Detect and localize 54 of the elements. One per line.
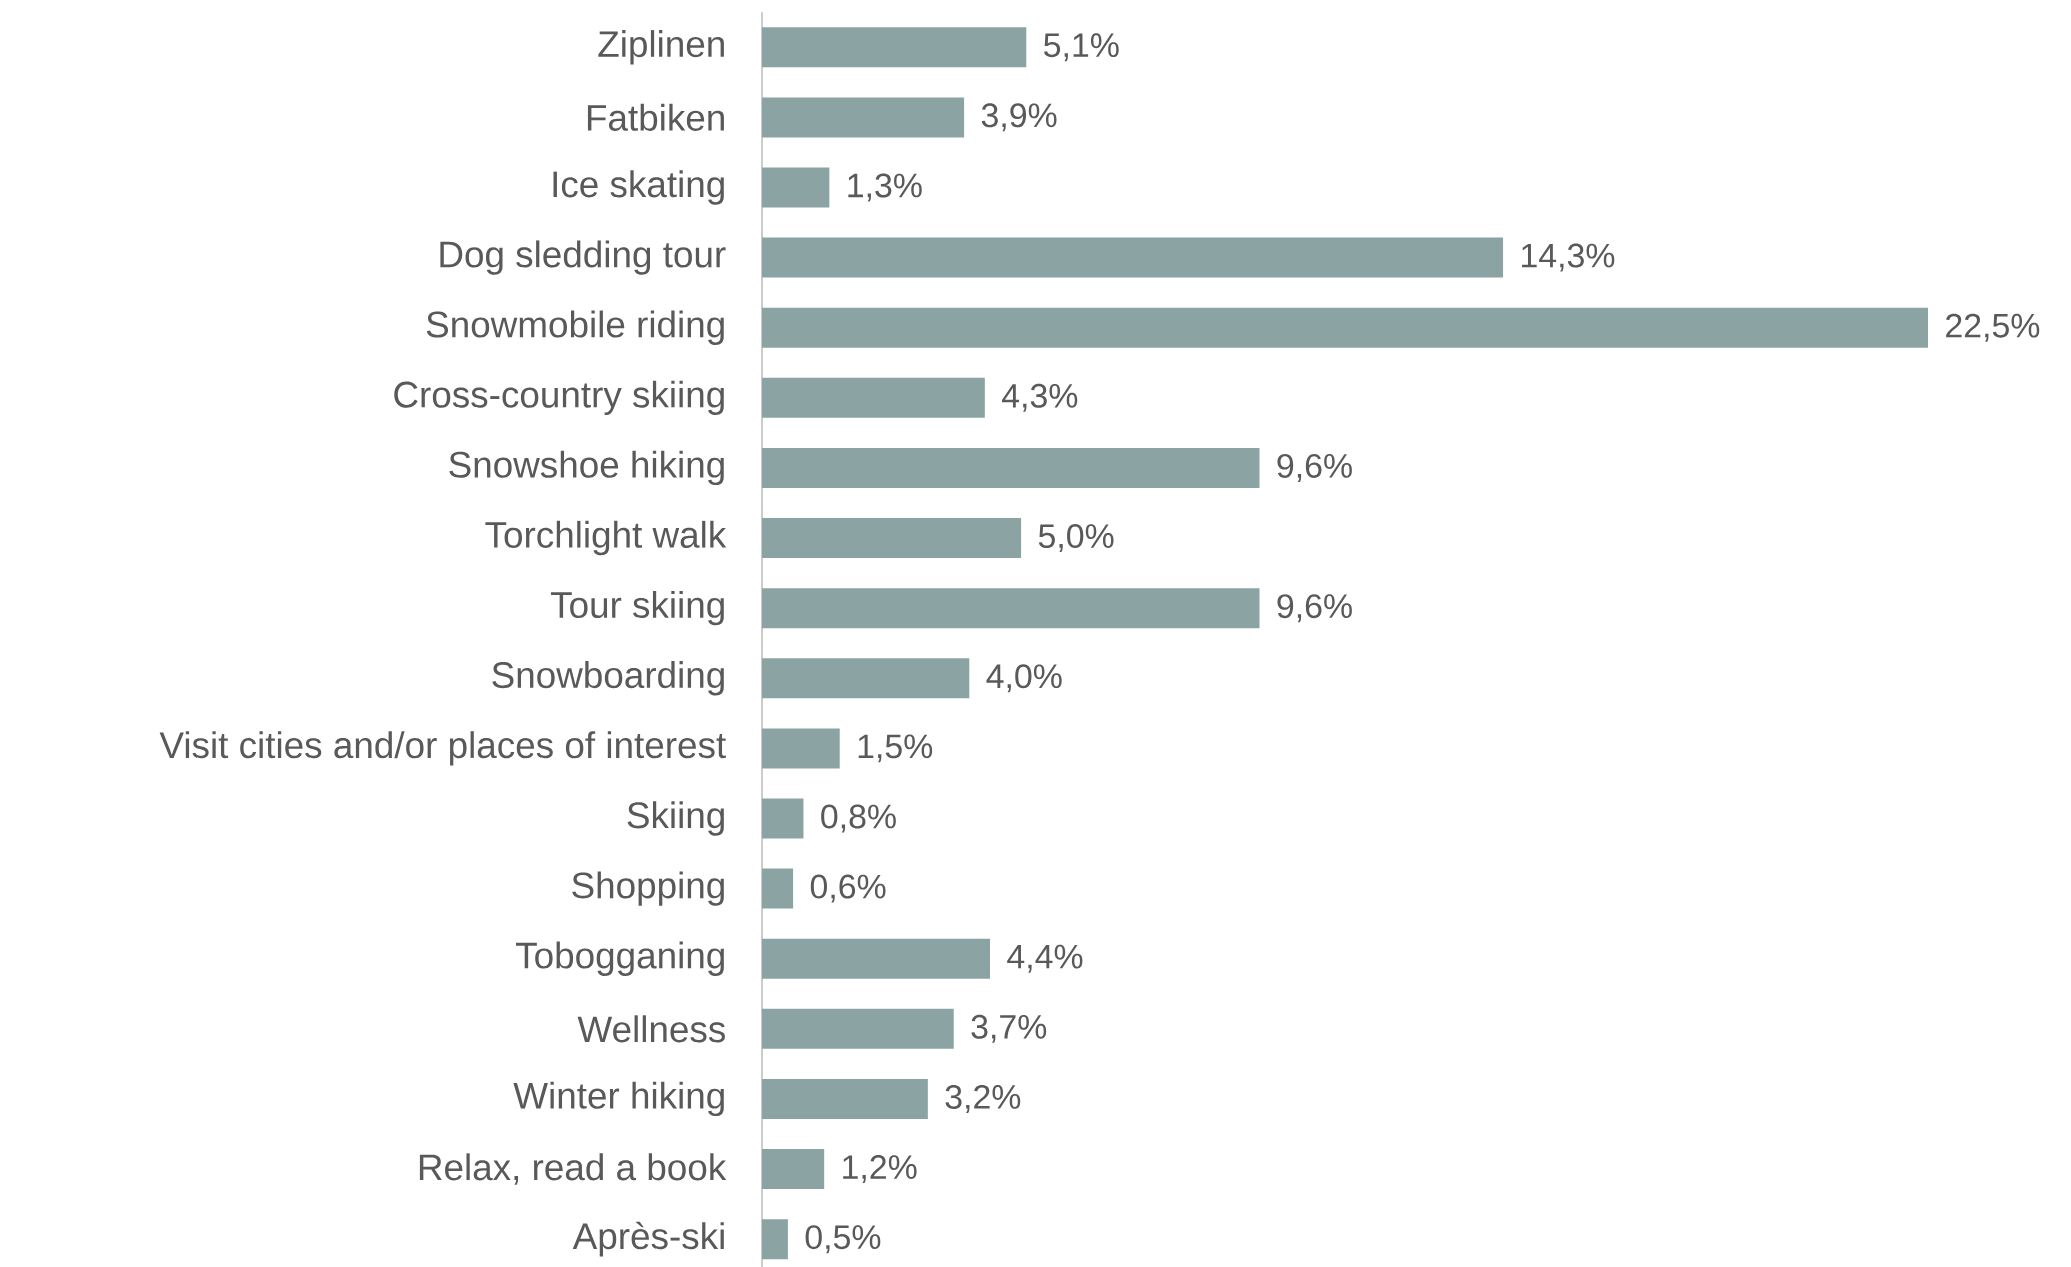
y-tick-label: Tobogganing bbox=[516, 941, 724, 976]
data-label: 1,3% bbox=[848, 173, 922, 202]
bar bbox=[761, 868, 794, 909]
y-tick-label: Après-ski bbox=[572, 1221, 724, 1257]
data-label: 0,5% bbox=[805, 1225, 881, 1254]
y-tick-label: Skiing bbox=[627, 801, 724, 836]
bar bbox=[761, 658, 970, 699]
data-label: 5,1% bbox=[1044, 33, 1119, 62]
bar bbox=[761, 518, 1022, 559]
bar bbox=[761, 1008, 954, 1049]
data-label: 0,8% bbox=[821, 804, 896, 833]
y-tick-label: Dog sledding tour bbox=[440, 240, 726, 275]
y-tick-label: Snowboarding bbox=[492, 661, 724, 696]
y-tick-label: Relax, read a book bbox=[419, 1153, 727, 1185]
bar bbox=[761, 167, 830, 208]
data-label: 3,7% bbox=[971, 1014, 1047, 1043]
y-tick-label: Visit cities and/or places of interest bbox=[159, 731, 726, 766]
y-tick-label: Fatbiken bbox=[587, 103, 724, 131]
y-tick-label: Ziplinen bbox=[598, 30, 724, 65]
data-label: 14,3% bbox=[1522, 243, 1615, 272]
y-tick-label: Winter hiking bbox=[513, 1081, 724, 1117]
bar bbox=[761, 27, 1027, 68]
data-label: 3,9% bbox=[981, 103, 1057, 132]
y-tick-label: Tour skiing bbox=[550, 590, 724, 626]
y-tick-label: Cross-country skiing bbox=[394, 380, 724, 416]
bar bbox=[761, 307, 1929, 348]
data-label: 4,4% bbox=[1007, 944, 1083, 973]
data-label: 3,2% bbox=[945, 1084, 1021, 1113]
data-label: 5,0% bbox=[1038, 524, 1114, 553]
bar bbox=[761, 237, 1504, 278]
data-label: 1,2% bbox=[843, 1155, 917, 1184]
bar bbox=[761, 798, 804, 839]
bar bbox=[761, 377, 985, 418]
bar bbox=[761, 588, 1260, 629]
data-label: 1,5% bbox=[858, 734, 933, 763]
data-label: 0,6% bbox=[810, 874, 886, 903]
bar bbox=[761, 1219, 788, 1260]
data-label: 9,6% bbox=[1277, 453, 1352, 482]
bar bbox=[761, 1149, 825, 1190]
y-tick-label: Shopping bbox=[572, 871, 724, 906]
data-label: 22,5% bbox=[1946, 313, 2040, 342]
y-tick-label: Torchlight walk bbox=[485, 520, 727, 556]
bar bbox=[761, 447, 1260, 488]
bar bbox=[761, 938, 991, 979]
data-label: 4,3% bbox=[1002, 383, 1078, 412]
y-tick-label: Ice skating bbox=[553, 170, 724, 205]
y-tick-label: Snowmobile riding bbox=[426, 310, 724, 345]
bar bbox=[761, 1078, 928, 1119]
y-tick-label: Wellness bbox=[577, 1015, 725, 1043]
bar bbox=[761, 728, 840, 769]
y-tick-label: Snowshoe hiking bbox=[449, 450, 724, 486]
data-label: 4,0% bbox=[986, 664, 1062, 693]
data-label: 9,6% bbox=[1277, 594, 1352, 623]
bar bbox=[761, 97, 965, 138]
